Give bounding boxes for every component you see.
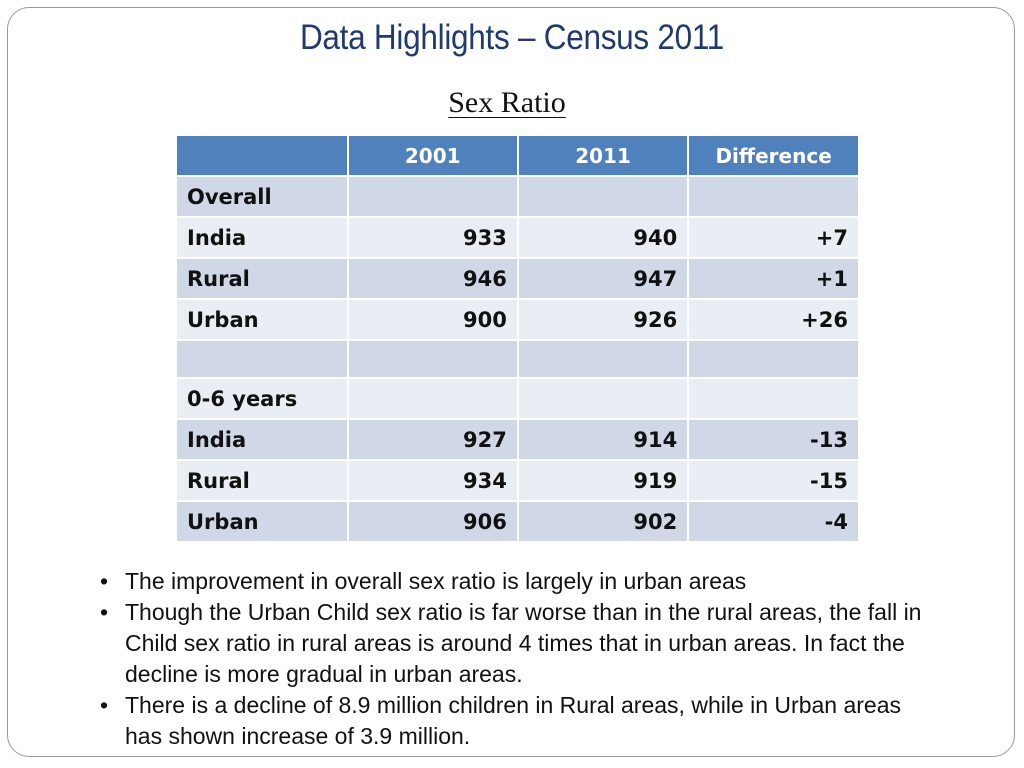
cell-difference bbox=[687, 175, 860, 218]
sex-ratio-table: 2001 2011 Difference Overall India 933 9… bbox=[175, 134, 860, 543]
cell-2011: 947 bbox=[516, 257, 690, 300]
slide-frame bbox=[7, 7, 1015, 757]
row-label bbox=[175, 339, 349, 379]
cell-2011: 926 bbox=[516, 298, 690, 341]
cell-difference: +1 bbox=[687, 257, 860, 300]
cell-2011: 919 bbox=[516, 459, 690, 502]
cell-2001 bbox=[346, 175, 519, 218]
cell-2001: 934 bbox=[346, 459, 519, 502]
header-cell-2001: 2001 bbox=[346, 134, 519, 177]
cell-difference: -15 bbox=[687, 459, 860, 502]
cell-2001: 946 bbox=[346, 257, 519, 300]
table-row: Urban 906 902 -4 bbox=[175, 500, 860, 543]
table-heading: Sex Ratio bbox=[0, 86, 1014, 120]
cell-2011 bbox=[516, 339, 690, 379]
cell-difference bbox=[687, 339, 860, 379]
cell-2001: 900 bbox=[346, 298, 519, 341]
table-row: Rural 934 919 -15 bbox=[175, 459, 860, 502]
table-row: India 933 940 +7 bbox=[175, 216, 860, 259]
table-row: Urban 900 926 +26 bbox=[175, 298, 860, 341]
cell-2011: 902 bbox=[516, 500, 690, 543]
table-row: 0-6 years bbox=[175, 377, 860, 420]
cell-2011: 914 bbox=[516, 418, 690, 461]
row-label: Rural bbox=[175, 257, 349, 300]
notes-list: The improvement in overall sex ratio is … bbox=[100, 566, 940, 752]
header-cell-difference: Difference bbox=[687, 134, 860, 177]
row-label: 0-6 years bbox=[175, 377, 349, 420]
cell-difference: -13 bbox=[687, 418, 860, 461]
table-header-row: 2001 2011 Difference bbox=[175, 134, 860, 177]
row-label: Rural bbox=[175, 459, 349, 502]
cell-2001: 927 bbox=[346, 418, 519, 461]
slide-title: Data Highlights – Census 2011 bbox=[299, 18, 725, 57]
cell-difference: +26 bbox=[687, 298, 860, 341]
row-label: Urban bbox=[175, 500, 349, 543]
row-label: Overall bbox=[175, 175, 349, 218]
cell-difference bbox=[687, 377, 860, 420]
table-heading-text: Sex Ratio bbox=[448, 86, 566, 119]
table-row bbox=[175, 339, 860, 379]
row-label: India bbox=[175, 216, 349, 259]
cell-2011 bbox=[516, 175, 690, 218]
note-item: There is a decline of 8.9 million childr… bbox=[100, 690, 940, 752]
row-label: Urban bbox=[175, 298, 349, 341]
table-row: Overall bbox=[175, 175, 860, 218]
cell-2011: 940 bbox=[516, 216, 690, 259]
note-item: The improvement in overall sex ratio is … bbox=[100, 566, 940, 597]
cell-difference: +7 bbox=[687, 216, 860, 259]
cell-2001 bbox=[346, 339, 519, 379]
cell-2011 bbox=[516, 377, 690, 420]
row-label: India bbox=[175, 418, 349, 461]
cell-2001: 906 bbox=[346, 500, 519, 543]
cell-2001 bbox=[346, 377, 519, 420]
table-row: Rural 946 947 +1 bbox=[175, 257, 860, 300]
header-cell-blank bbox=[175, 134, 349, 177]
table-row: India 927 914 -13 bbox=[175, 418, 860, 461]
note-item: Though the Urban Child sex ratio is far … bbox=[100, 597, 940, 690]
cell-2001: 933 bbox=[346, 216, 519, 259]
cell-difference: -4 bbox=[687, 500, 860, 543]
header-cell-2011: 2011 bbox=[516, 134, 690, 177]
